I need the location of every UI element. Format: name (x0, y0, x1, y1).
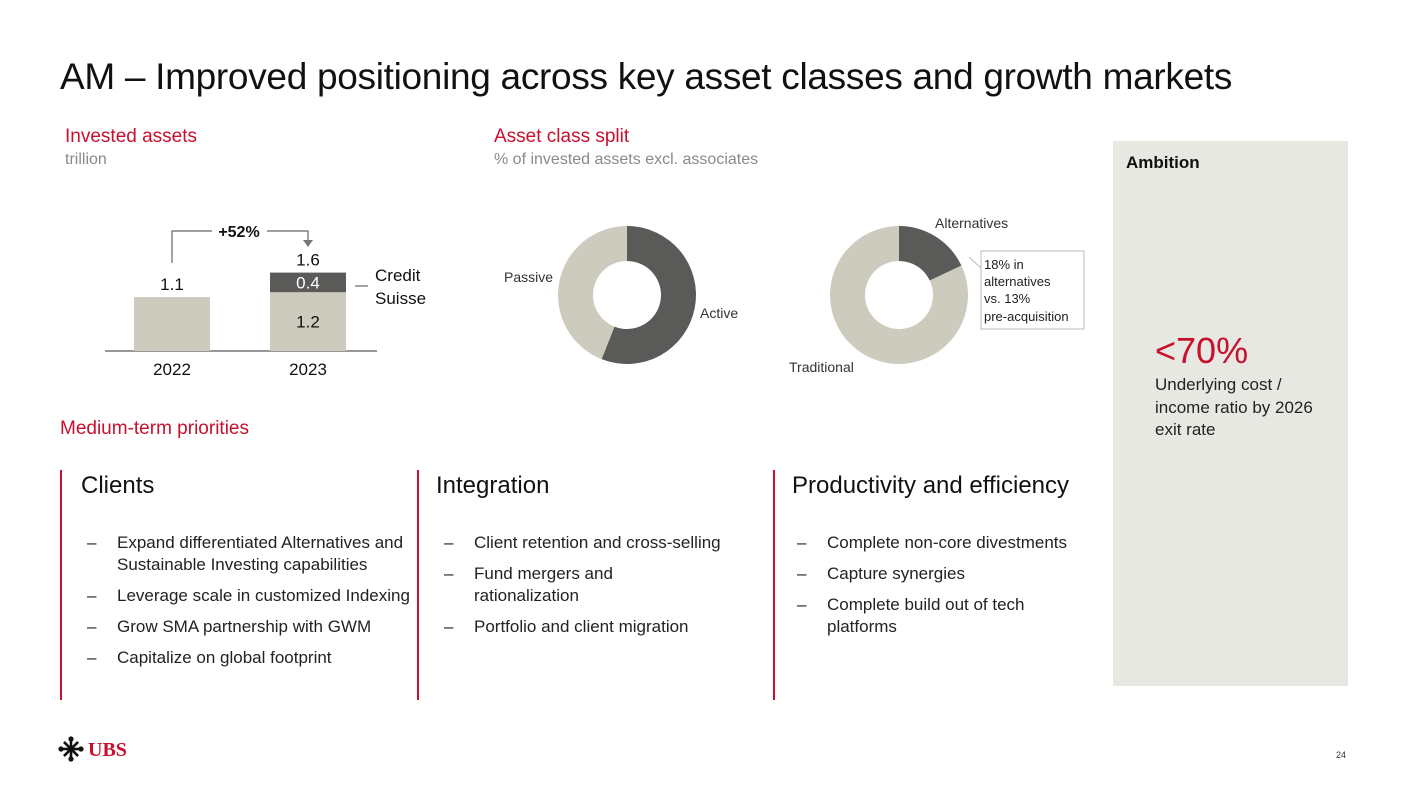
x-tick-2022: 2022 (153, 360, 191, 379)
growth-bracket-right (267, 230, 309, 243)
dash-marker: – (87, 533, 97, 552)
dash-marker: – (444, 533, 454, 552)
priority-column-productivity: Productivity and efficiency – Complete no… (773, 470, 1105, 700)
page-number: 24 (1336, 750, 1347, 760)
ambition-description: Underlying cost / income ratio by 2026 e… (1155, 375, 1313, 439)
donut-alternatives-traditional (830, 226, 968, 364)
bar-2023-credit-suisse (270, 272, 346, 293)
callout-box (980, 250, 1085, 330)
label-alternatives: Alternatives (935, 215, 1008, 231)
label-active: Active (700, 305, 738, 321)
list-item-text: Grow SMA partnership with GWM (117, 617, 372, 636)
ambition-label: Ambition (1126, 153, 1200, 172)
donut-active-passive (558, 226, 696, 364)
list-item: – Complete build out of tech platforms (795, 594, 1037, 638)
priority-column-clients: Clients – Expand differentiated Alternati… (60, 470, 412, 700)
callout-line-4: pre-acquisition (984, 309, 1069, 324)
callout-line-2: alternatives (984, 274, 1051, 289)
callout-pointer (968, 256, 982, 270)
dash-marker: – (444, 564, 454, 583)
list-item: – Complete non-core divestments (795, 532, 1095, 554)
dash-marker: – (797, 564, 807, 583)
bar-2023-base (270, 292, 346, 351)
page-title: AM – Improved positioning across key ass… (60, 56, 1233, 97)
list-item: – Leverage scale in customized Indexing (85, 585, 415, 607)
list-item: – Expand differentiated Alternatives and … (85, 532, 415, 576)
ambition-value: <70% (1155, 330, 1249, 371)
list-item-text: Leverage scale in customized Indexing (117, 586, 410, 605)
list-item-text: Client retention and cross-selling (474, 533, 721, 552)
donut-slice-passive (558, 226, 627, 360)
list-item: – Capitalize on global footprint (85, 647, 415, 669)
keys-icon (58, 736, 84, 762)
ubs-wordmark: UBS (88, 739, 127, 761)
donut-slice-traditional (830, 226, 968, 364)
list-item: – Capture synergies (795, 563, 1095, 585)
column-title: Clients (81, 472, 155, 499)
list-item: – Portfolio and client migration (442, 616, 732, 638)
list-item-text: Capitalize on global footprint (117, 648, 332, 667)
column-list: – Complete non-core divestments – Capture … (795, 532, 1095, 647)
priority-column-integration: Integration – Client retention and cross-… (417, 470, 759, 700)
callout-line-1: 18% in (984, 257, 1024, 272)
growth-arrow-head (303, 240, 313, 247)
segment-label-2023-base: 1.2 (296, 313, 320, 332)
invested-assets-chart: 1.1 1.6 1.2 0.4 2022 2023 +52% Credit Su… (105, 224, 426, 379)
asset-class-charts: Passive Active Alternatives Traditional … (504, 215, 1085, 375)
ambition-panel (1113, 141, 1348, 686)
callout-line-3: vs. 13% (984, 291, 1031, 306)
column-title: Integration (436, 472, 550, 499)
donut-slice-active (601, 226, 696, 364)
dash-marker: – (444, 617, 454, 636)
dash-marker: – (797, 595, 807, 614)
list-item-text: Complete build out of tech platforms (827, 595, 1025, 636)
total-label-2022: 1.1 (160, 275, 184, 294)
legend-credit-suisse-line2: Suisse (375, 289, 426, 308)
dash-marker: – (87, 617, 97, 636)
dash-marker: – (87, 648, 97, 667)
list-item-text: Expand differentiated Alternatives and S… (117, 533, 404, 574)
label-traditional: Traditional (789, 359, 854, 375)
list-item-text: Portfolio and client migration (474, 617, 689, 636)
ubs-logo: UBS (58, 736, 127, 762)
list-item-text: Capture synergies (827, 564, 965, 583)
donut-slice-alternatives (899, 226, 962, 281)
invested-assets-unit: trillion (65, 151, 107, 168)
x-tick-2023: 2023 (289, 360, 327, 379)
asset-class-subheading: % of invested assets excl. associates (494, 151, 759, 168)
column-title: Productivity and efficiency (792, 472, 1070, 499)
legend-credit-suisse-line1: Credit (375, 266, 421, 285)
list-item: – Grow SMA partnership with GWM (85, 616, 415, 638)
list-item-text: Fund mergers and rationalization (474, 564, 613, 605)
priorities-heading: Medium-term priorities (60, 418, 249, 439)
asset-class-heading: Asset class split (494, 126, 630, 147)
column-list: – Expand differentiated Alternatives and … (85, 532, 415, 678)
list-item: – Client retention and cross-selling (442, 532, 732, 554)
column-list: – Client retention and cross-selling – Fun… (442, 532, 732, 647)
invested-assets-heading: Invested assets (65, 126, 198, 147)
growth-bracket-left (171, 230, 212, 263)
label-passive: Passive (504, 269, 553, 285)
bar-2022-base (134, 297, 210, 351)
total-label-2023: 1.6 (296, 251, 320, 270)
growth-label: +52% (218, 224, 259, 241)
dash-marker: – (797, 533, 807, 552)
dash-marker: – (87, 586, 97, 605)
segment-label-2023-cs: 0.4 (296, 273, 320, 292)
list-item-text: Complete non-core divestments (827, 533, 1068, 552)
list-item: – Fund mergers and rationalization (442, 563, 644, 607)
